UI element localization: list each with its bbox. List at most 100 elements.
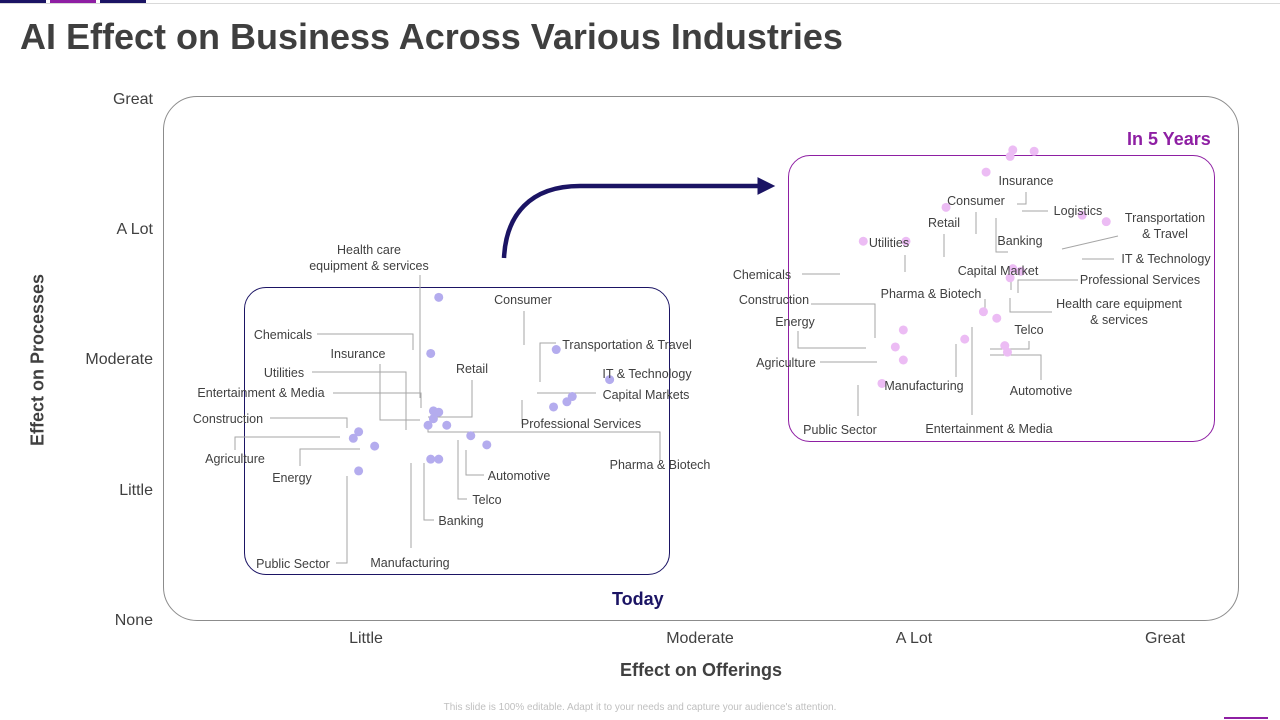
future-health-care-equipment-and-services-leader bbox=[1009, 298, 1052, 313]
future-insurance-label: Insurance bbox=[999, 174, 1054, 188]
today-manufacturing-label: Manufacturing bbox=[370, 556, 449, 570]
transition-arrow bbox=[501, 177, 776, 259]
footer-note: This slide is 100% editable. Adapt it to… bbox=[443, 702, 837, 713]
x-tick-a-lot: A Lot bbox=[895, 630, 933, 647]
future-banking-point bbox=[1005, 151, 1015, 161]
future-professional-services-point bbox=[1016, 266, 1026, 276]
future-pharma-and-biotech-point bbox=[992, 313, 1002, 323]
future-banking-label: Banking bbox=[997, 234, 1042, 248]
future-telco-label: Telco bbox=[1014, 323, 1043, 337]
today-chemicals-leader bbox=[317, 333, 414, 350]
point-labels: Health care equipment & services Chemicals… bbox=[193, 174, 1211, 571]
today-retail-label: Retail bbox=[456, 362, 488, 376]
future-it-and-technology-label: IT & Technology bbox=[1121, 252, 1211, 266]
today-transportation-and-travel-label: Transportation & Travel bbox=[562, 338, 691, 352]
today-transportation-and-travel-leader bbox=[539, 342, 556, 382]
today-energy-point bbox=[370, 441, 380, 451]
today-health-care-equipment-and-services-point bbox=[434, 292, 444, 302]
future-capital-market-point bbox=[1008, 264, 1018, 274]
future-automotive-point bbox=[1002, 347, 1012, 357]
today-professional-services-point bbox=[549, 402, 559, 412]
future-agriculture-point bbox=[898, 355, 908, 365]
today-banking-label: Banking bbox=[438, 514, 483, 528]
top-accent-navy-2 bbox=[100, 0, 146, 3]
today-agriculture-point bbox=[348, 433, 358, 443]
future-utilities-point bbox=[901, 236, 911, 246]
today-automotive-point bbox=[482, 440, 492, 450]
future-chemicals-point bbox=[858, 236, 868, 246]
today-capital-markets-label: Capital Markets bbox=[603, 388, 690, 402]
future-agriculture-label: Agriculture bbox=[756, 356, 816, 370]
future-telco-leader bbox=[990, 341, 1030, 350]
future-construction-leader bbox=[811, 303, 876, 338]
today-entertainment-and-media-leader bbox=[333, 392, 422, 408]
future-health-care-equipment-and-services-point bbox=[1005, 273, 1015, 283]
future-manufacturing-label: Manufacturing bbox=[884, 379, 963, 393]
future-transportation-and-travel-point bbox=[1077, 210, 1087, 220]
today-cluster-box bbox=[244, 287, 670, 575]
today-telco-label: Telco bbox=[472, 493, 501, 507]
today-public-sector-label: Public Sector bbox=[256, 557, 330, 571]
today-automotive-label: Automotive bbox=[488, 469, 551, 483]
plot-area-frame bbox=[163, 96, 1239, 621]
today-agriculture-label: Agriculture bbox=[205, 452, 265, 466]
today-it-and-technology-label: IT & Technology bbox=[602, 367, 692, 381]
y-tick-great: Great bbox=[112, 91, 153, 108]
today-banking-leader bbox=[423, 463, 434, 521]
today-manufacturing-point bbox=[426, 454, 436, 464]
data-points bbox=[348, 145, 1111, 476]
today-utilities-leader bbox=[312, 371, 407, 430]
today-entertainment-and-media-label: Entertainment & Media bbox=[197, 386, 324, 400]
future-energy-leader bbox=[797, 331, 866, 349]
future-entertainment-and-media-label: Entertainment & Media bbox=[925, 422, 1052, 436]
future-retail-point bbox=[941, 202, 951, 212]
today-construction-point bbox=[354, 427, 364, 437]
today-public-sector-point bbox=[354, 466, 364, 476]
future-cluster-box bbox=[788, 155, 1215, 442]
future-logistics-label: Logistics bbox=[1054, 204, 1103, 218]
today-it-and-technology-point bbox=[605, 375, 615, 385]
today-construction-label: Construction bbox=[193, 412, 263, 426]
future-insurance-leader bbox=[1017, 192, 1027, 205]
today-energy-label: Energy bbox=[272, 471, 312, 485]
future-construction-point bbox=[898, 325, 908, 335]
today-agriculture-leader bbox=[234, 436, 340, 450]
future-energy-point bbox=[890, 342, 900, 352]
x-axis-label: Effect on Offerings bbox=[619, 660, 783, 680]
future-entertainment-and-media-point bbox=[978, 307, 988, 317]
today-energy-leader bbox=[299, 448, 360, 466]
future-retail-label: Retail bbox=[928, 216, 960, 230]
y-tick-none: None bbox=[114, 612, 153, 629]
future-label: In 5 Years bbox=[1127, 129, 1211, 149]
x-tick-moderate: Moderate bbox=[666, 630, 734, 647]
today-health-care-equipment-and-services-label: Health care equipment & services bbox=[309, 243, 429, 273]
future-public-sector-point bbox=[877, 378, 887, 388]
y-tick-a-lot: A Lot bbox=[116, 221, 153, 238]
today-label: Today bbox=[612, 589, 664, 609]
today-insurance-point bbox=[428, 414, 438, 424]
today-insurance-label: Insurance bbox=[331, 347, 386, 361]
today-pharma-and-biotech-point bbox=[428, 406, 438, 416]
top-divider bbox=[0, 3, 1280, 4]
today-utilities-label: Utilities bbox=[264, 366, 304, 380]
x-tick-great: Great bbox=[1144, 630, 1186, 647]
future-public-sector-label: Public Sector bbox=[803, 423, 877, 437]
future-capital-market-label: Capital Market bbox=[958, 264, 1039, 278]
future-consumer-point bbox=[981, 167, 991, 177]
x-tick-little: Little bbox=[349, 630, 383, 647]
future-manufacturing-point bbox=[960, 334, 970, 344]
today-retail-leader bbox=[428, 380, 473, 418]
today-public-sector-leader bbox=[336, 476, 348, 564]
future-health-care-equipment-and-services-label: Health care equipment & services bbox=[1056, 297, 1182, 327]
top-accent-purple bbox=[50, 0, 96, 3]
today-utilities-point bbox=[423, 420, 433, 430]
future-consumer-label: Consumer bbox=[947, 194, 1005, 208]
future-professional-services-label: Professional Services bbox=[1080, 273, 1200, 287]
slide-title: AI Effect on Business Across Various Ind… bbox=[20, 16, 843, 57]
today-automotive-leader bbox=[465, 450, 484, 476]
future-automotive-label: Automotive bbox=[1010, 384, 1073, 398]
today-construction-leader bbox=[270, 417, 348, 428]
today-telco-point bbox=[466, 431, 476, 441]
future-logistics-point bbox=[1029, 146, 1039, 156]
